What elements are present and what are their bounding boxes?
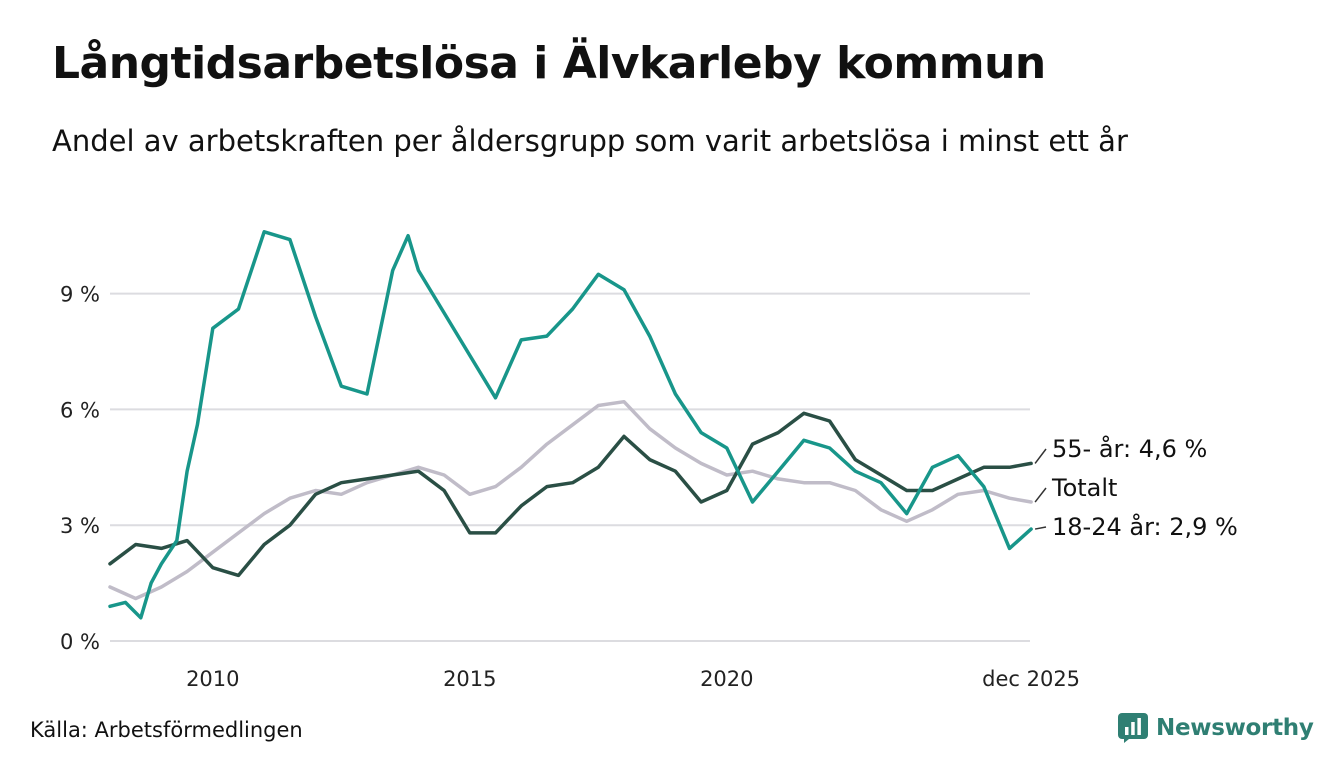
chart-title: Långtidsarbetslösa i Älvkarleby kommun (52, 38, 1046, 89)
y-tick-label: 0 % (60, 630, 100, 654)
brand-logo: Newsworthy (1118, 713, 1314, 743)
x-tick-label: 2015 (443, 667, 496, 691)
end-label-18-24-r: 18-24 år: 2,9 % (1052, 512, 1238, 541)
end-label-connector (1034, 487, 1047, 503)
chart-subtitle: Andel av arbetskraften per åldersgrupp s… (52, 124, 1128, 158)
grid-layer (110, 292, 1030, 642)
y-tick-label: 3 % (60, 514, 100, 538)
source-note: Källa: Arbetsförmedlingen (30, 718, 303, 742)
x-tick-label: 2020 (700, 667, 753, 691)
y-axis-ticks: 0 % 3 % 6 % 9 % (60, 283, 100, 654)
end-label-connector (1034, 526, 1047, 530)
x-axis-ticks: 2010 2015 2020 dec 2025 (186, 667, 1080, 691)
series-line-55-r (108, 411, 1033, 578)
end-label-connector (1034, 448, 1047, 464)
newsworthy-logo-icon (1118, 713, 1148, 743)
x-tick-label: dec 2025 (982, 667, 1080, 691)
end-labels: Totalt 55- år: 4,6 % 18-24 år: 2,9 % (1034, 434, 1238, 541)
series-line-totalt (108, 399, 1033, 601)
y-tick-label: 6 % (60, 398, 100, 422)
end-label-totalt: Totalt (1051, 474, 1117, 502)
series-layer (108, 230, 1033, 620)
brand-name: Newsworthy (1156, 715, 1314, 741)
y-tick-label: 9 % (60, 283, 100, 307)
end-label-55-r: 55- år: 4,6 % (1052, 434, 1207, 463)
series-line-18-24-r (108, 230, 1033, 620)
x-tick-label: 2010 (186, 667, 239, 691)
